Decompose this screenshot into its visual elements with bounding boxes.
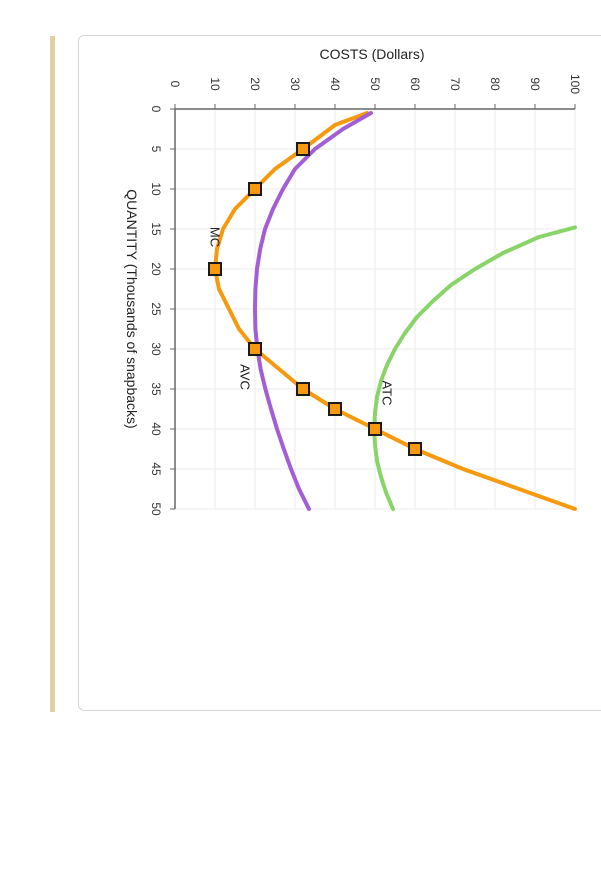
label-avc: AVC — [238, 364, 253, 390]
cost-tick-label: 70 — [448, 77, 462, 91]
cost-axis-title: COSTS (Dollars) — [319, 46, 424, 62]
point-mc — [408, 442, 422, 456]
cost-tick-label: 40 — [328, 77, 342, 91]
cost-tick-label: 0 — [168, 81, 182, 88]
quantity-tick-label: 50 — [149, 502, 163, 516]
label-atc: ATC — [380, 380, 395, 405]
point-mc — [208, 262, 222, 276]
quantity-tick-label: 20 — [149, 262, 163, 276]
cost-tick-label: 30 — [288, 77, 302, 91]
quantity-tick-label: 10 — [149, 182, 163, 196]
curve-avc — [253, 111, 373, 511]
point-mc — [328, 402, 342, 416]
quantity-tick-label: 40 — [149, 422, 163, 436]
point-mc — [296, 142, 310, 156]
curve-atc — [372, 225, 577, 511]
cost-tick-label: 50 — [368, 77, 382, 91]
accent-bar — [50, 36, 55, 712]
point-mc — [368, 422, 382, 436]
quantity-axis-title: QUANTITY (Thousands of snapbacks) — [124, 189, 140, 428]
cost-tick-label: 80 — [488, 77, 502, 91]
point-mc — [248, 342, 262, 356]
cost-tick-label: 20 — [248, 77, 262, 91]
cost-tick-label: 60 — [408, 77, 422, 91]
quantity-tick-label: 30 — [149, 342, 163, 356]
point-mc — [248, 182, 262, 196]
cost-tick-label: 90 — [528, 77, 542, 91]
quantity-tick-label: 25 — [149, 302, 163, 316]
curve-mc — [213, 111, 577, 511]
chart-card — [78, 35, 601, 711]
cost-tick-label: 10 — [208, 77, 222, 91]
quantity-tick-label: 15 — [149, 222, 163, 236]
quantity-tick-label: 5 — [149, 146, 163, 153]
quantity-tick-label: 0 — [149, 106, 163, 113]
quantity-tick-label: 45 — [149, 462, 163, 476]
cost-tick-label: 100 — [568, 74, 582, 94]
point-mc — [296, 382, 310, 396]
label-mc: MC — [208, 227, 223, 247]
quantity-tick-label: 35 — [149, 382, 163, 396]
